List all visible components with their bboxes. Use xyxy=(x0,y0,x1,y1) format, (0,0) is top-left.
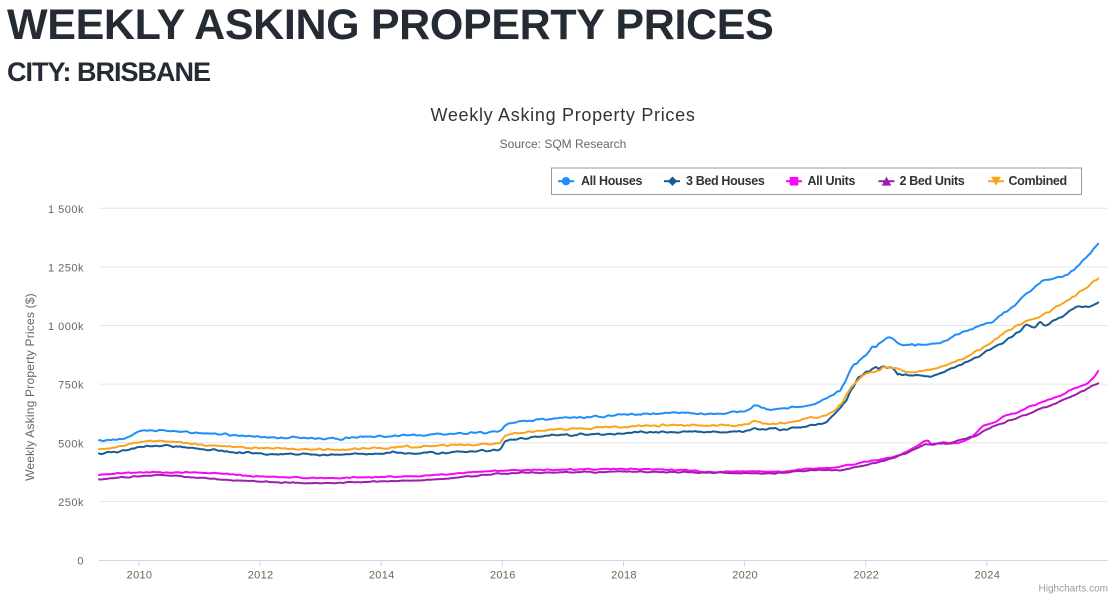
svg-text:2024: 2024 xyxy=(974,570,1000,582)
svg-text:750k: 750k xyxy=(58,380,84,392)
svg-text:2014: 2014 xyxy=(369,570,395,582)
svg-text:2018: 2018 xyxy=(611,570,637,582)
svg-text:Highcharts.com: Highcharts.com xyxy=(1039,584,1108,595)
svg-text:Source: SQM Research: Source: SQM Research xyxy=(500,137,627,151)
svg-text:Weekly Asking Property Prices: Weekly Asking Property Prices ($) xyxy=(23,293,37,481)
svg-text:250k: 250k xyxy=(58,497,84,509)
svg-text:500k: 500k xyxy=(58,438,84,450)
svg-text:3 Bed Houses: 3 Bed Houses xyxy=(686,174,765,188)
svg-text:0: 0 xyxy=(77,556,84,568)
svg-text:1 000k: 1 000k xyxy=(48,321,84,333)
svg-text:2 Bed Units: 2 Bed Units xyxy=(900,174,965,188)
svg-text:1 500k: 1 500k xyxy=(48,204,84,216)
svg-text:2020: 2020 xyxy=(732,570,758,582)
svg-text:1 250k: 1 250k xyxy=(48,262,84,274)
svg-text:Combined: Combined xyxy=(1009,174,1067,188)
svg-text:All Houses: All Houses xyxy=(581,174,642,188)
svg-text:2022: 2022 xyxy=(853,570,879,582)
svg-text:All Units: All Units xyxy=(808,174,856,188)
svg-text:2016: 2016 xyxy=(490,570,516,582)
svg-text:2012: 2012 xyxy=(248,570,274,582)
svg-text:2010: 2010 xyxy=(127,570,153,582)
svg-text:Weekly Asking Property Prices: Weekly Asking Property Prices xyxy=(430,105,695,125)
